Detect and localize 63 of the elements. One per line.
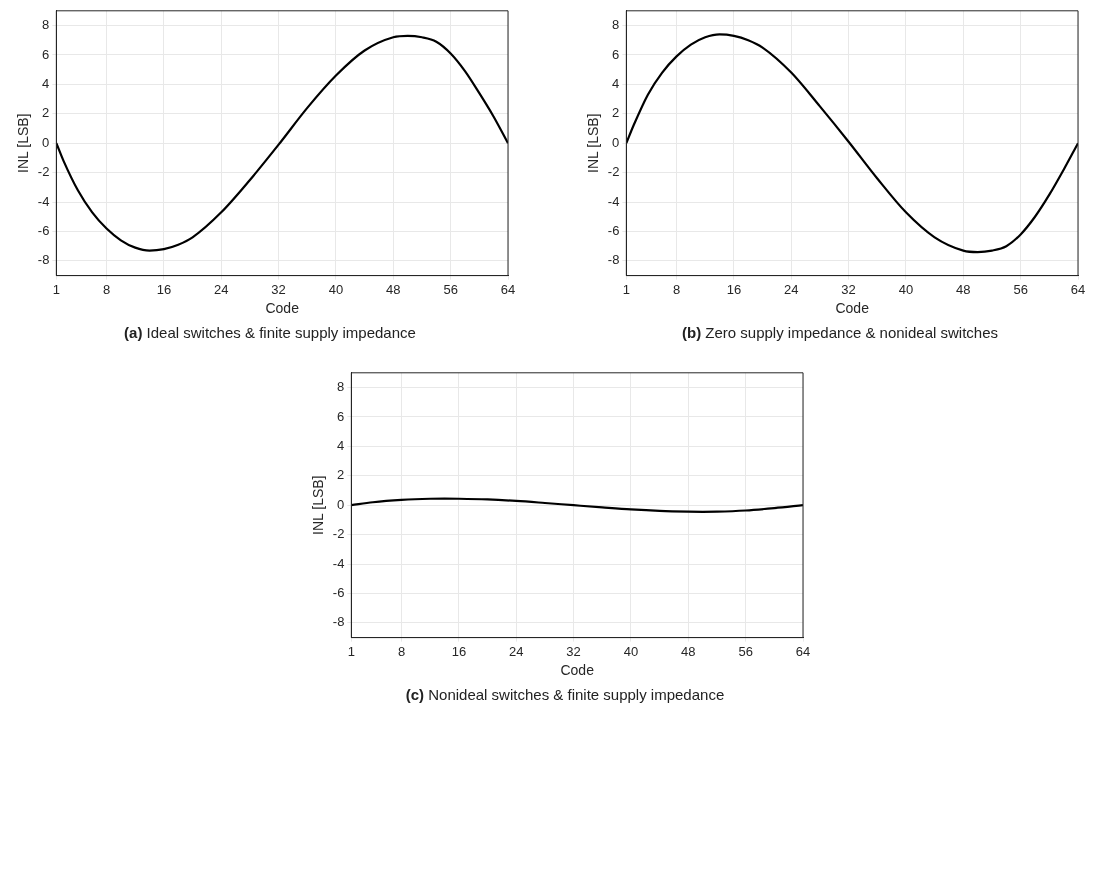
x-tick-label: 64 <box>500 281 516 297</box>
text: (b) Zero supply impedance & nonideal switches <box>682 324 998 341</box>
y-tick-label: -4 <box>37 193 50 209</box>
y-tick-label: 6 <box>612 46 620 62</box>
x-tick-label: 24 <box>214 281 229 297</box>
x-tick-label: 8 <box>397 643 406 659</box>
y-tick-label: -2 <box>332 526 345 542</box>
y-tick-label: -6 <box>37 223 50 239</box>
x-tick-label: 16 <box>726 281 742 297</box>
y-tick-label: -8 <box>607 252 620 268</box>
y-tick-label: -6 <box>607 223 620 239</box>
y-tick-label: 2 <box>337 467 345 483</box>
y-tick-label: 0 <box>612 134 620 150</box>
x-tick-label: 32 <box>271 281 286 297</box>
x-tick-label: 48 <box>386 281 401 297</box>
y-tick-label: 2 <box>612 105 620 121</box>
x-tick-label: 40 <box>623 643 639 659</box>
y-tick-label: 8 <box>42 17 50 33</box>
x-tick-label: 24 <box>784 281 799 297</box>
y-tick-label: 6 <box>337 408 345 424</box>
x-tick-label: 16 <box>451 643 467 659</box>
x-tick-label: 24 <box>509 643 524 659</box>
x-axis-title: Code <box>265 300 300 317</box>
y-tick-label: 8 <box>337 379 345 395</box>
x-tick-label: 1 <box>52 281 60 297</box>
y-tick-label: 8 <box>612 17 620 33</box>
y-tick-label: 4 <box>337 437 345 453</box>
x-tick-label: 1 <box>347 643 355 659</box>
y-tick-label: 4 <box>42 75 50 91</box>
y-tick-label: 4 <box>612 75 620 91</box>
x-tick-label: 64 <box>1070 281 1086 297</box>
x-tick-label: 40 <box>328 281 344 297</box>
y-tick-label: -8 <box>332 614 345 630</box>
y-tick-label: -6 <box>332 585 345 601</box>
x-tick-label: 56 <box>738 643 753 659</box>
x-tick-label: 8 <box>102 281 111 297</box>
y-tick-label: -2 <box>37 164 50 180</box>
y-tick-label: 0 <box>337 496 345 512</box>
y-tick-label: -4 <box>607 193 620 209</box>
x-tick-label: 56 <box>443 281 458 297</box>
x-tick-label: 32 <box>841 281 856 297</box>
x-tick-label: 8 <box>672 281 681 297</box>
y-axis-title: INL [LSB] <box>15 113 32 173</box>
x-tick-label: 40 <box>898 281 914 297</box>
text: (c) Nonideal switches & finite supply impedance <box>405 686 725 703</box>
x-tick-label: 48 <box>956 281 971 297</box>
x-axis-title: Code <box>835 300 870 317</box>
x-axis-title: Code <box>560 662 595 679</box>
x-tick-label: 48 <box>681 643 696 659</box>
y-tick-label: -4 <box>332 555 345 571</box>
x-tick-label: 56 <box>1013 281 1028 297</box>
x-tick-label: 64 <box>795 643 811 659</box>
x-tick-label: 1 <box>622 281 630 297</box>
y-axis-title: INL [LSB] <box>585 113 602 173</box>
text: (a) Ideal switches & finite supply impedance <box>124 324 416 341</box>
x-tick-label: 16 <box>156 281 172 297</box>
y-tick-label: -8 <box>37 252 50 268</box>
y-axis-title: INL [LSB] <box>310 475 327 535</box>
y-tick-label: 0 <box>42 134 50 150</box>
y-tick-label: 6 <box>42 46 50 62</box>
y-tick-label: 2 <box>42 105 50 121</box>
y-tick-label: -2 <box>607 164 620 180</box>
x-tick-label: 32 <box>566 643 581 659</box>
